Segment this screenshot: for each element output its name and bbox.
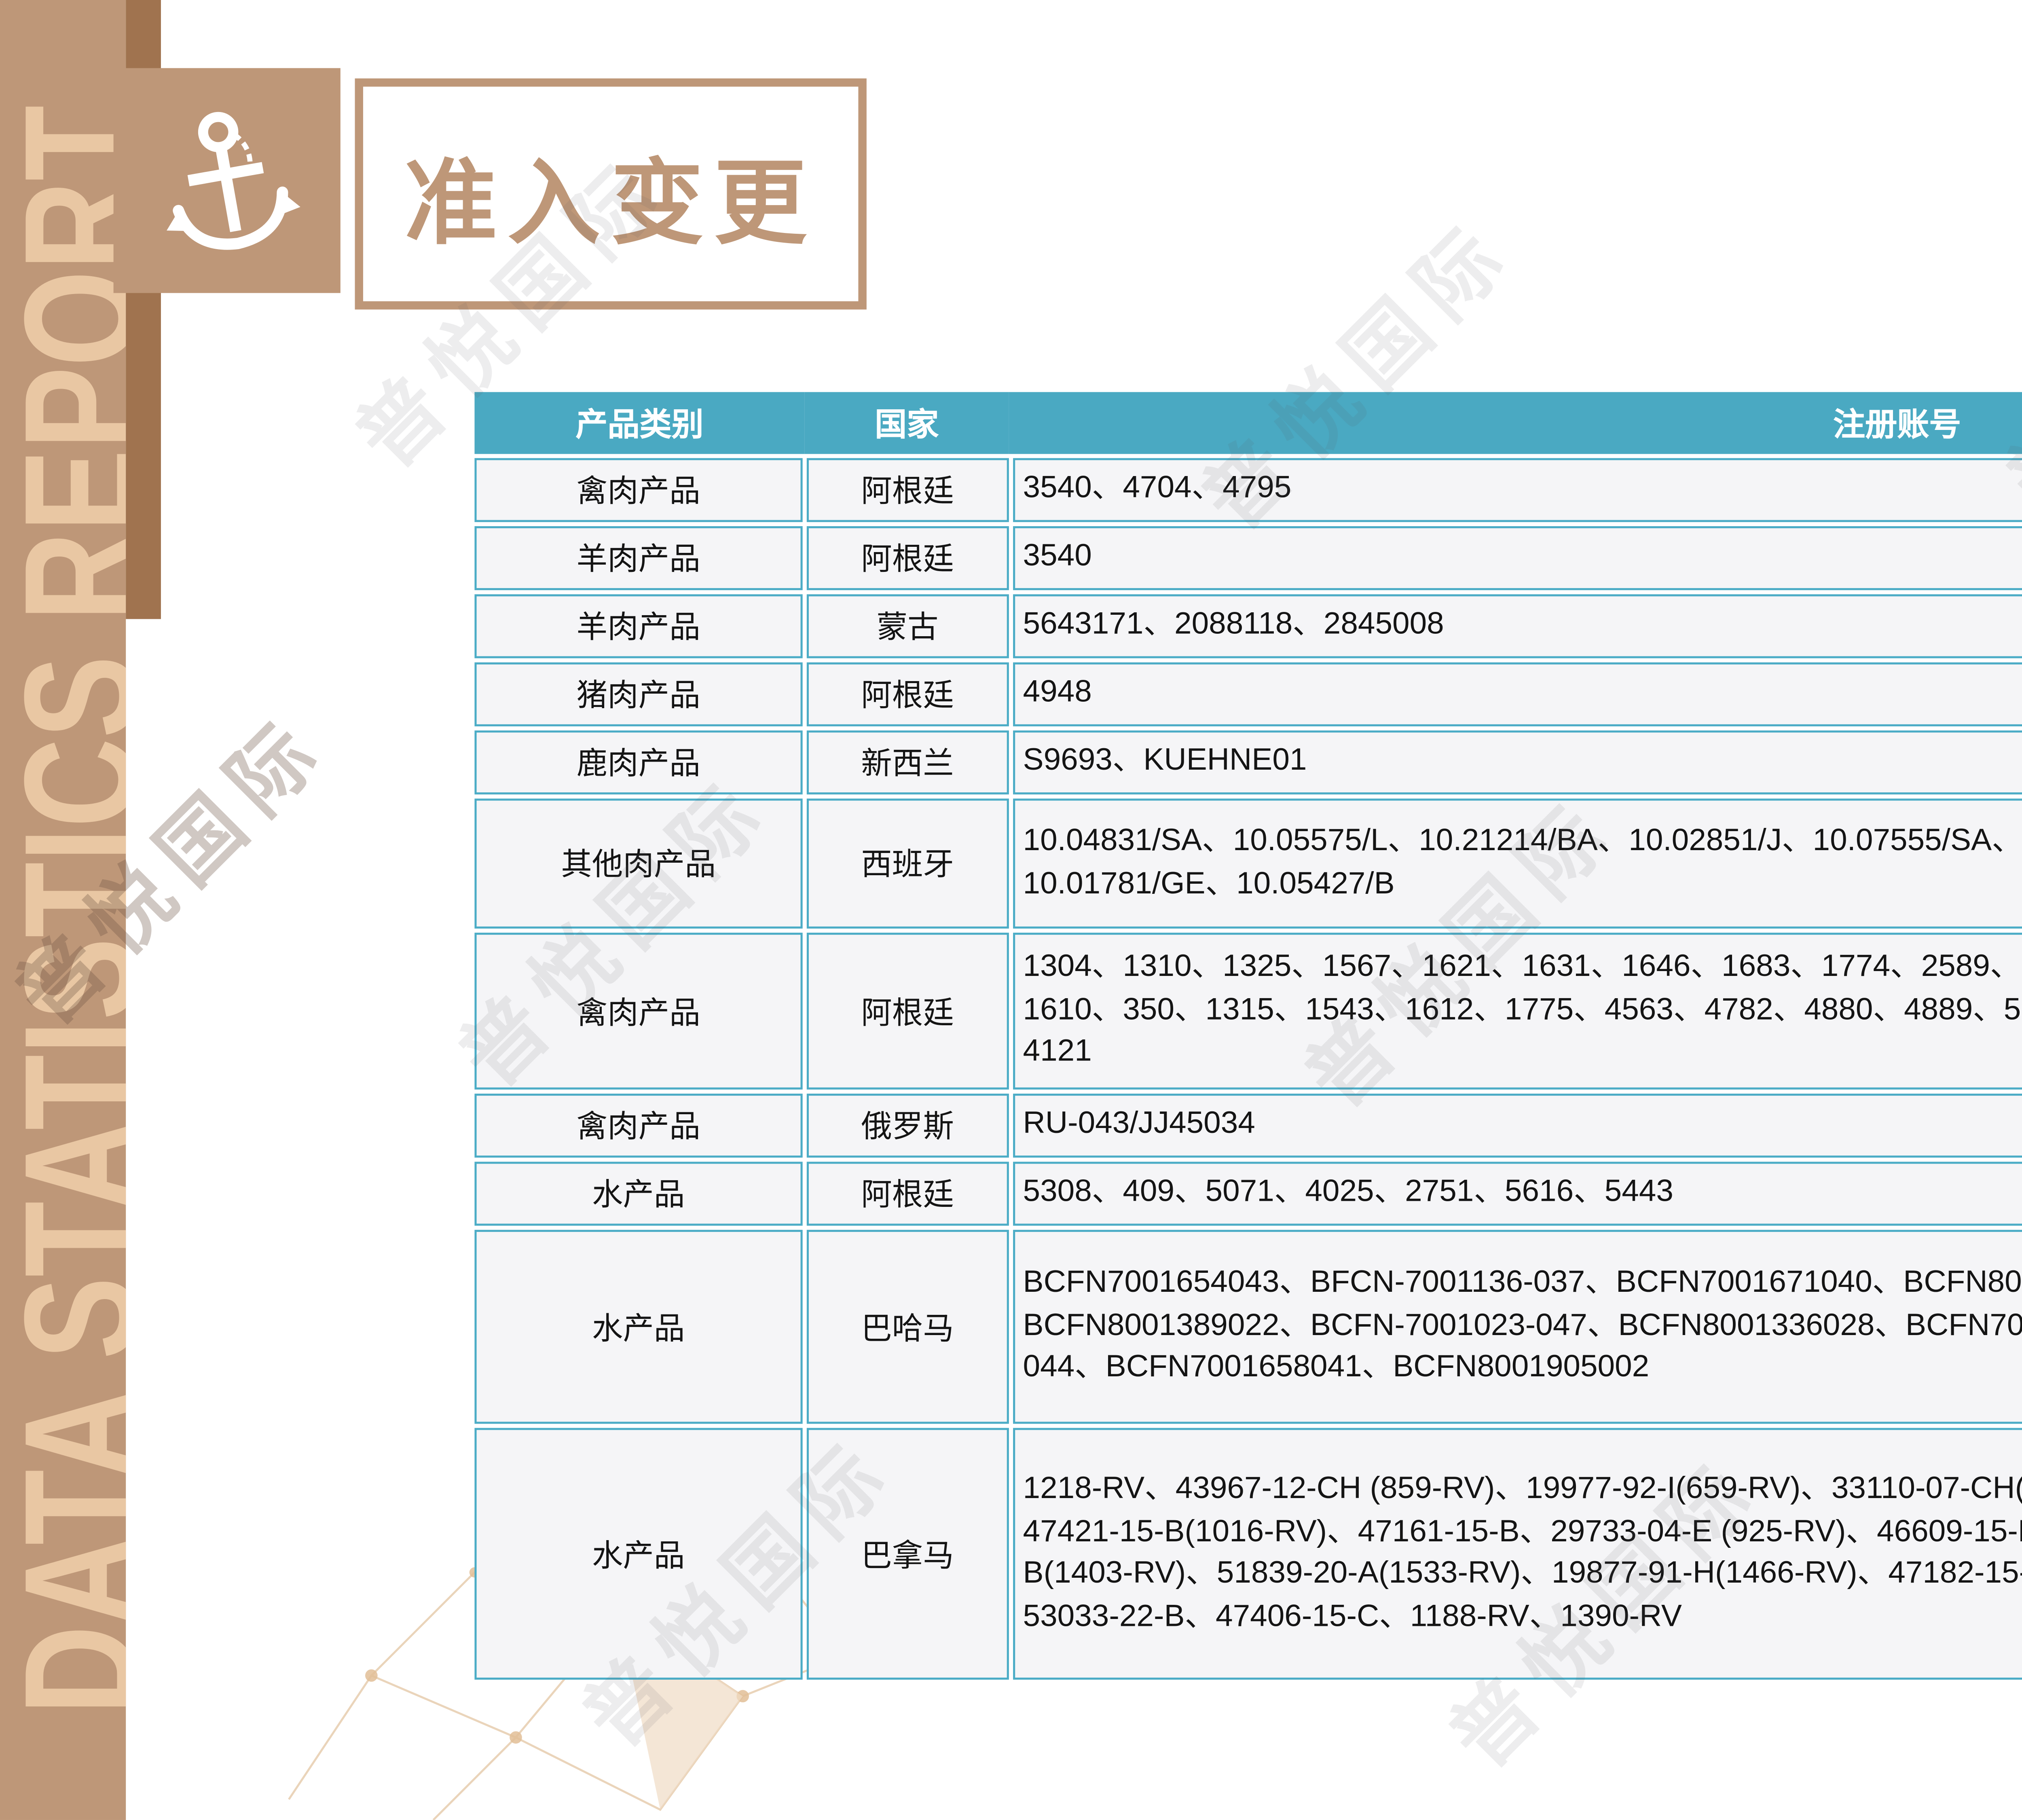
cell-country: 巴哈马 [806,1230,1009,1424]
cell-category: 水产品 [474,1230,803,1424]
cell-registration: RU-043/JJ45034 [1013,1094,2022,1158]
cell-category: 羊肉产品 [474,526,803,590]
cell-country: 阿根廷 [806,458,1009,522]
table-row: 其他肉产品 西班牙 10.04831/SA、10.05575/L、10.2121… [474,798,2022,929]
table-row: 羊肉产品 蒙古 5643171、2088118、2845008 超期 [474,594,2022,658]
table-row: 猪肉产品 阿根廷 4948 超期 [474,662,2022,726]
cell-registration: 5308、409、5071、4025、2751、5616、5443 [1013,1162,2022,1226]
table-row: 禽肉产品 阿根廷 1304、1310、1325、1567、1621、1631、1… [474,933,2022,1090]
table-row: 水产品 阿根廷 5308、409、5071、4025、2751、5616、544… [474,1162,2022,1226]
cell-category: 禽肉产品 [474,1094,803,1158]
table-row: 禽肉产品 俄罗斯 RU-043/JJ45034 有效 [474,1094,2022,1158]
cell-country: 西班牙 [806,798,1009,929]
cell-category: 禽肉产品 [474,933,803,1090]
admission-change-table: 产品类别 国家 注册账号 状态 禽肉产品 阿根廷 3540、4704、4795 … [474,392,2022,1680]
table-row: 鹿肉产品 新西兰 S9693、KUEHNE01 有效 [474,730,2022,795]
cell-country: 阿根廷 [806,662,1009,726]
cell-country: 蒙古 [806,594,1009,658]
cell-category: 鹿肉产品 [474,730,803,795]
cell-registration: 1304、1310、1325、1567、1621、1631、1646、1683、… [1013,933,2022,1090]
cell-registration: S9693、KUEHNE01 [1013,730,2022,795]
anchor-icon [167,111,300,249]
left-banner: DATA STATISTICS REPORT [0,0,126,1820]
cell-category: 水产品 [474,1428,803,1680]
page-title: 准入变更 [404,149,817,255]
cell-registration: 4948 [1013,662,2022,726]
cell-category: 羊肉产品 [474,594,803,658]
cell-country: 新西兰 [806,730,1009,795]
cell-country: 阿根廷 [806,1162,1009,1226]
table-header-row: 产品类别 国家 注册账号 状态 [474,392,2022,454]
cell-registration: 1218-RV、43967-12-CH (859-RV)、19977-92-I(… [1013,1428,2022,1680]
col-header-country: 国家 [804,392,1009,454]
title-box: 准入变更 [355,78,867,310]
cell-country: 俄罗斯 [806,1094,1009,1158]
cell-category: 禽肉产品 [474,458,803,522]
banner-vertical-title: DATA STATISTICS REPORT [0,105,126,1715]
cell-category: 猪肉产品 [474,662,803,726]
cell-registration: BCFN7001654043、BFCN-7001136-037、BCFN7001… [1013,1230,2022,1424]
anchor-icon-box [113,68,341,293]
cell-country: 巴拿马 [806,1428,1009,1680]
cell-registration: 3540、4704、4795 [1013,458,2022,522]
cell-category: 水产品 [474,1162,803,1226]
col-header-registration: 注册账号 [1009,392,2022,454]
cell-registration: 10.04831/SA、10.05575/L、10.21214/BA、10.02… [1013,798,2022,929]
cell-category: 其他肉产品 [474,798,803,929]
cell-registration: 5643171、2088118、2845008 [1013,594,2022,658]
col-header-category: 产品类别 [474,392,805,454]
cell-country: 阿根廷 [806,933,1009,1090]
cell-country: 阿根廷 [806,526,1009,590]
table-row: 羊肉产品 阿根廷 3540 超期 [474,526,2022,590]
table-row: 水产品 巴哈马 BCFN7001654043、BFCN-7001136-037、… [474,1230,2022,1424]
table-row: 禽肉产品 阿根廷 3540、4704、4795 超期 [474,458,2022,522]
cell-registration: 3540 [1013,526,2022,590]
table-row: 水产品 巴拿马 1218-RV、43967-12-CH (859-RV)、199… [474,1428,2022,1680]
